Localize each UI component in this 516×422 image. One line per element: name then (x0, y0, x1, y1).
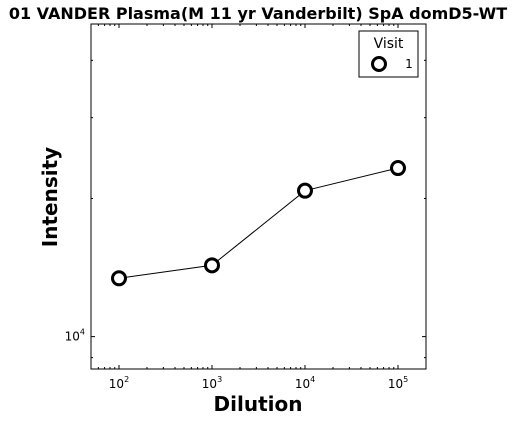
x-tick-label: 105 (388, 375, 408, 391)
legend-title: Visit (374, 36, 404, 52)
x-tick-label: 102 (109, 375, 129, 391)
data-point (203, 257, 220, 274)
chart-title: 01 VANDER Plasma(M 11 yr Vanderbilt) SpA… (9, 4, 507, 23)
data-point (297, 182, 314, 199)
y-tick-label: 104 (65, 328, 85, 344)
plot-frame (90, 23, 427, 370)
legend: Visit 1 (358, 30, 419, 78)
series-layer (110, 160, 407, 287)
y-axis-label: Intensity (38, 147, 62, 247)
series-line (118, 167, 399, 279)
legend-box (358, 30, 419, 78)
legend-entry-label: 1 (405, 57, 413, 71)
x-axis-label: Dilution (214, 392, 303, 416)
x-tick-label: 103 (202, 375, 222, 391)
data-point (110, 270, 127, 287)
data-point (390, 160, 407, 177)
legend-marker-icon (371, 56, 387, 72)
x-tick-label: 104 (295, 375, 315, 391)
tick-marks (90, 24, 427, 369)
tick-labels: 102 103 104 105 104 (65, 328, 409, 391)
